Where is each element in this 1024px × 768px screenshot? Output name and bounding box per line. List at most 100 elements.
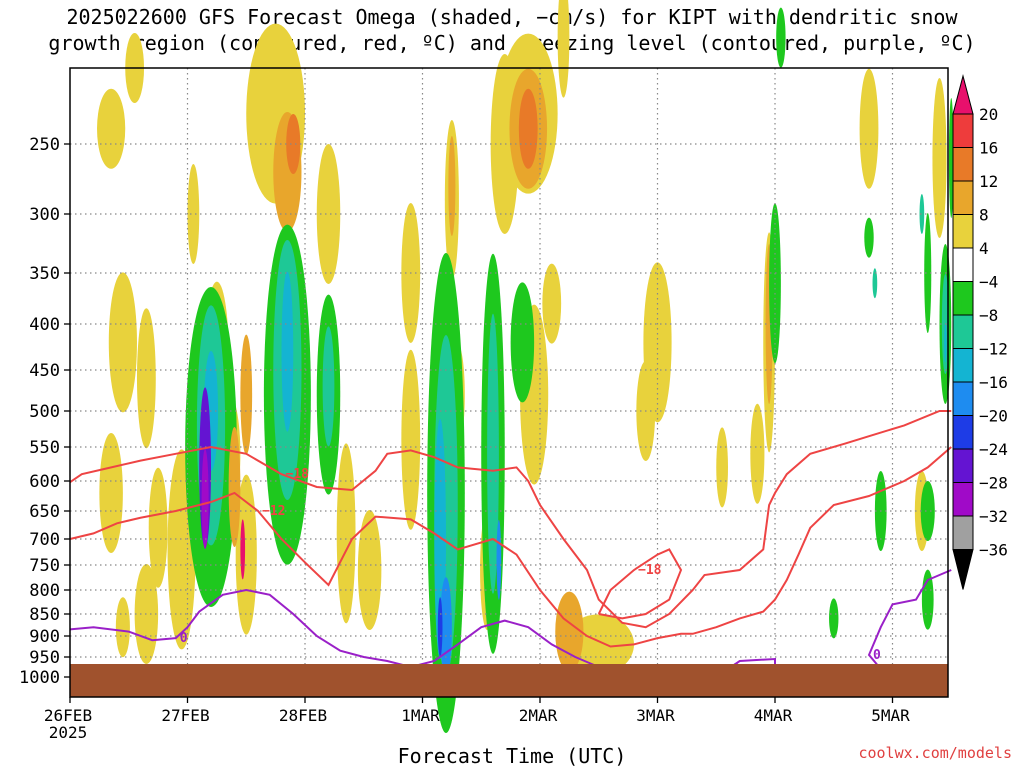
- omega-cell: [542, 263, 562, 344]
- colorbar-box: [952, 348, 974, 383]
- colorbar-box: [952, 180, 974, 215]
- terrain-band: [70, 664, 948, 697]
- dendritic-contour: [69, 410, 952, 629]
- omega-cell: [437, 597, 443, 658]
- y-tick-label: 500: [29, 402, 60, 422]
- omega-cell: [228, 427, 241, 547]
- omega-cell: [919, 194, 925, 234]
- colorbar-box: [952, 247, 974, 282]
- colorbar-box: [952, 113, 974, 148]
- omega-cell: [510, 282, 535, 403]
- x-axis-title: Forecast Time (UTC): [397, 744, 627, 768]
- x-tick-label: 1MAR: [401, 706, 440, 725]
- omega-cell: [336, 443, 356, 624]
- omega-cell: [115, 597, 130, 658]
- freezing-contour-label: 0: [873, 648, 881, 663]
- x-tick-sublabel: 2025: [49, 723, 88, 742]
- y-tick-label: 700: [29, 530, 60, 550]
- y-tick-label: 400: [29, 315, 60, 335]
- omega-cell: [357, 510, 382, 630]
- freezing-contour: [69, 588, 600, 669]
- y-tick-label: 650: [29, 502, 60, 522]
- omega-cell: [750, 403, 765, 504]
- omega-cell: [136, 308, 156, 449]
- plot-frame: [69, 67, 949, 698]
- colorbar-label: −16: [979, 373, 1008, 392]
- colorbar-label: −12: [979, 340, 1008, 359]
- colorbar-label: 12: [979, 172, 998, 191]
- x-tick-label: 4MAR: [754, 706, 793, 725]
- omega-cell: [948, 98, 954, 218]
- site-credit[interactable]: coolwx.com/models: [858, 744, 1012, 762]
- y-tick-label: 850: [29, 605, 60, 625]
- freezing-contour-label: 0: [180, 631, 188, 646]
- colorbar-label: −4: [979, 273, 998, 292]
- colorbar-box: [952, 415, 974, 450]
- omega-cell: [240, 334, 253, 455]
- colorbar-box: [952, 314, 974, 349]
- y-tick-label: 550: [29, 438, 60, 458]
- colorbar-box: [952, 448, 974, 483]
- omega-cell: [235, 474, 257, 635]
- colorbar-box: [952, 482, 974, 517]
- y-tick-label: 1000: [19, 668, 60, 688]
- colorbar-label: −36: [979, 541, 1008, 560]
- colorbar-label: 16: [979, 139, 998, 158]
- colorbar-label: −32: [979, 507, 1008, 526]
- omega-cell: [555, 591, 584, 672]
- colorbar-label: 8: [979, 206, 989, 225]
- dendritic-contour: [597, 548, 683, 620]
- dendritic-contour: [69, 446, 952, 648]
- colorbar-label: −24: [979, 440, 1008, 459]
- colorbar-label: −8: [979, 306, 998, 325]
- omega-cell: [944, 322, 947, 363]
- dendritic-contour-label: −12: [262, 504, 285, 519]
- omega-cell: [401, 349, 421, 530]
- chart-title-line1: 2025022600 GFS Forecast Omega (shaded, −…: [66, 5, 958, 29]
- dendritic-contour-label: −18: [638, 563, 662, 578]
- colorbar-label: −20: [979, 407, 1008, 426]
- omega-cell: [829, 598, 839, 639]
- x-tick-label: 2MAR: [519, 706, 558, 725]
- omega-cell: [240, 519, 246, 580]
- omega-cell: [440, 577, 452, 678]
- omega-cell: [201, 449, 209, 549]
- dendritic-contour-label: −18: [286, 467, 310, 482]
- omega-cell: [322, 326, 335, 447]
- omega-cell: [148, 467, 168, 588]
- colorbar-bottom-arrow: [952, 549, 974, 590]
- omega-cell: [316, 144, 341, 284]
- y-tick-label: 350: [29, 264, 60, 284]
- colorbar-box: [952, 214, 974, 249]
- omega-cell: [776, 7, 786, 68]
- colorbar-top-arrow: [952, 74, 974, 115]
- omega-cell: [716, 427, 728, 508]
- omega-cell: [97, 88, 126, 169]
- colorbar-box: [952, 281, 974, 316]
- x-tick-label: 5MAR: [871, 706, 910, 725]
- y-tick-label: 600: [29, 472, 60, 492]
- omega-cell: [281, 271, 294, 432]
- x-tick-label: 3MAR: [636, 706, 675, 725]
- colorbar-box: [952, 515, 974, 550]
- colorbar-label: 20: [979, 105, 998, 124]
- omega-cell: [924, 213, 932, 333]
- omega-cell: [487, 313, 499, 594]
- omega-cell: [518, 88, 538, 169]
- y-tick-label: 250: [29, 135, 60, 155]
- omega-cell: [108, 272, 137, 413]
- colorbar-label: 4: [979, 239, 989, 258]
- omega-cell: [864, 217, 874, 258]
- x-tick-label: 28FEB: [279, 706, 327, 725]
- y-tick-label: 950: [29, 648, 60, 668]
- omega-cell: [187, 164, 200, 264]
- freezing-contour: [867, 569, 952, 670]
- omega-cell: [872, 268, 878, 299]
- omega-cell: [920, 481, 935, 541]
- y-tick-label: 300: [29, 205, 60, 225]
- omega-cell: [448, 136, 456, 236]
- colorbar-box: [952, 381, 974, 416]
- x-tick-label: 27FEB: [161, 706, 209, 725]
- x-tick-label: 26FEB: [44, 706, 92, 725]
